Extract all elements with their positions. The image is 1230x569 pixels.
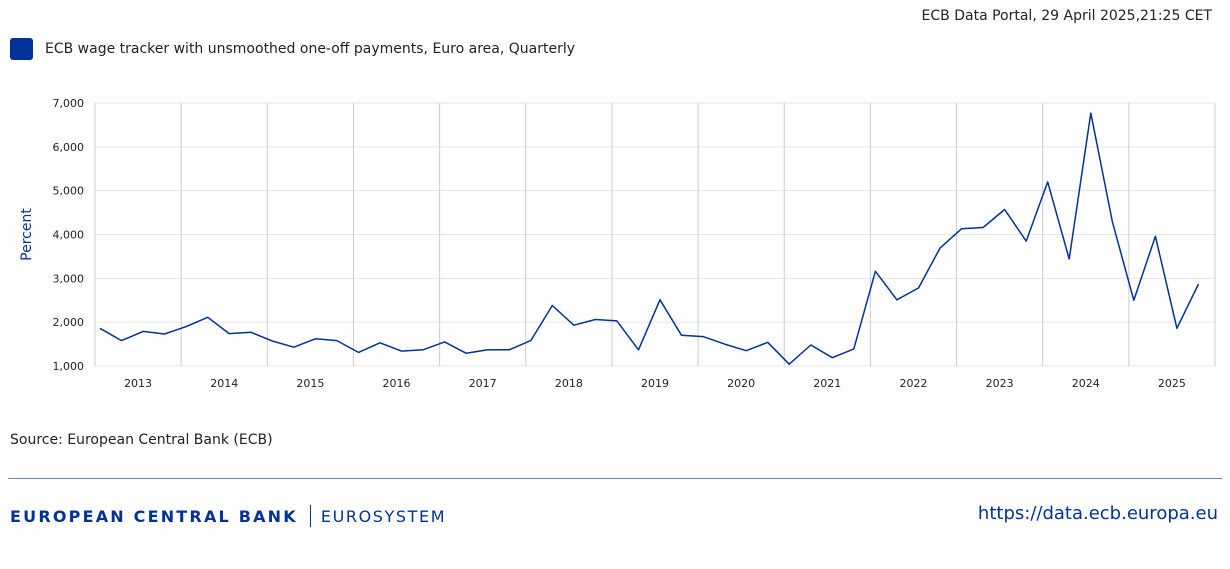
data-point-2023Q1: [961, 228, 963, 230]
data-point-2022Q2: [896, 299, 898, 301]
data-point-2018Q2: [551, 305, 553, 307]
y-tick-label: 3,000: [53, 272, 85, 285]
data-point-2020Q1: [702, 336, 704, 338]
footer-divider: [8, 478, 1222, 479]
y-tick-label: 6,000: [53, 141, 85, 154]
x-tick-label: 2020: [727, 377, 755, 390]
data-point-2024Q1: [1047, 181, 1049, 183]
y-tick-label: 7,000: [53, 97, 85, 110]
data-point-2021Q1: [788, 363, 790, 365]
logo-separator: [309, 505, 311, 527]
x-tick-label: 2018: [555, 377, 583, 390]
data-point-2014Q3: [228, 333, 230, 335]
data-point-2013Q1: [99, 327, 101, 329]
portal-link[interactable]: https://data.ecb.europa.eu: [977, 503, 1218, 524]
data-point-2016Q2: [379, 342, 381, 344]
data-point-2018Q1: [530, 340, 532, 342]
export-timestamp: ECB Data Portal, 29 April 2025,21:25 CET: [921, 8, 1212, 24]
data-point-2017Q4: [508, 349, 510, 351]
legend-swatch[interactable]: [10, 38, 33, 60]
bank-name: EUROPEAN CENTRAL BANK: [10, 506, 298, 526]
data-point-2025Q1: [1133, 299, 1135, 301]
data-point-2023Q2: [982, 227, 984, 229]
data-point-2024Q2: [1068, 258, 1070, 260]
data-point-2017Q3: [487, 349, 489, 351]
data-point-2024Q3: [1090, 112, 1092, 114]
data-point-2022Q1: [874, 270, 876, 272]
data-point-2020Q4: [767, 341, 769, 343]
data-point-2017Q1: [444, 341, 446, 343]
data-point-2016Q1: [358, 351, 360, 353]
data-point-2025Q4: [1198, 283, 1200, 285]
data-point-2013Q4: [164, 333, 166, 335]
y-tick-label: 4,000: [53, 229, 85, 242]
data-point-2013Q2: [121, 340, 123, 342]
data-point-2015Q2: [293, 346, 295, 348]
data-point-2019Q3: [659, 299, 661, 301]
line-chart: 1,000 2,000 3,000 4,000 5,000 6,000 7,000 2013 2…: [19, 97, 1216, 390]
x-tick-label: 2015: [296, 377, 324, 390]
ecb-logo: EUROPEAN CENTRAL BANK EUROSYSTEM: [10, 505, 446, 527]
legend-label: ECB wage tracker with unsmoothed one-off…: [45, 41, 576, 57]
data-point-2021Q4: [853, 348, 855, 350]
data-point-2014Q2: [207, 316, 209, 318]
legend[interactable]: ECB wage tracker with unsmoothed one-off…: [10, 38, 575, 60]
x-tick-label: 2021: [813, 377, 841, 390]
y-tick-label: 5,000: [53, 185, 85, 198]
data-point-2019Q4: [681, 334, 683, 336]
source-note: Source: European Central Bank (ECB): [10, 432, 273, 448]
data-point-2014Q1: [185, 326, 187, 328]
data-point-2020Q3: [745, 350, 747, 352]
data-point-2017Q2: [465, 352, 467, 354]
y-tick-label: 2,000: [53, 316, 85, 329]
data-point-2018Q3: [573, 324, 575, 326]
data-point-2019Q1: [616, 320, 618, 322]
x-tick-label: 2016: [383, 377, 411, 390]
y-tick-label: 1,000: [53, 360, 85, 373]
data-point-2020Q2: [724, 343, 726, 345]
x-tick-label: 2023: [986, 377, 1014, 390]
data-point-2014Q4: [250, 331, 252, 333]
data-point-2023Q3: [1004, 209, 1006, 211]
x-tick-label: 2019: [641, 377, 669, 390]
data-point-2024Q4: [1111, 220, 1113, 222]
data-point-2023Q4: [1025, 240, 1027, 242]
y-axis-label: Percent: [19, 208, 35, 261]
x-tick-label: 2022: [899, 377, 927, 390]
data-point-2018Q4: [594, 319, 596, 321]
data-point-2015Q4: [336, 340, 338, 342]
x-tick-label: 2013: [124, 377, 152, 390]
data-point-2025Q2: [1154, 235, 1156, 237]
eurosystem-label: EUROSYSTEM: [320, 506, 447, 526]
data-point-2021Q3: [831, 357, 833, 359]
data-point-2016Q3: [401, 350, 403, 352]
series-line: [99, 112, 1200, 365]
data-point-2015Q3: [314, 338, 316, 340]
data-point-2022Q4: [939, 247, 941, 249]
data-point-2021Q2: [810, 344, 812, 346]
x-tick-label: 2024: [1072, 377, 1100, 390]
data-point-2015Q1: [271, 340, 273, 342]
x-tick-label: 2025: [1158, 377, 1186, 390]
data-point-2025Q3: [1176, 327, 1178, 329]
data-point-2016Q4: [422, 349, 424, 351]
x-tick-label: 2014: [210, 377, 238, 390]
x-tick-label: 2017: [469, 377, 497, 390]
data-point-2022Q3: [918, 287, 920, 289]
data-point-2019Q2: [638, 349, 640, 351]
data-point-2013Q3: [142, 330, 144, 332]
